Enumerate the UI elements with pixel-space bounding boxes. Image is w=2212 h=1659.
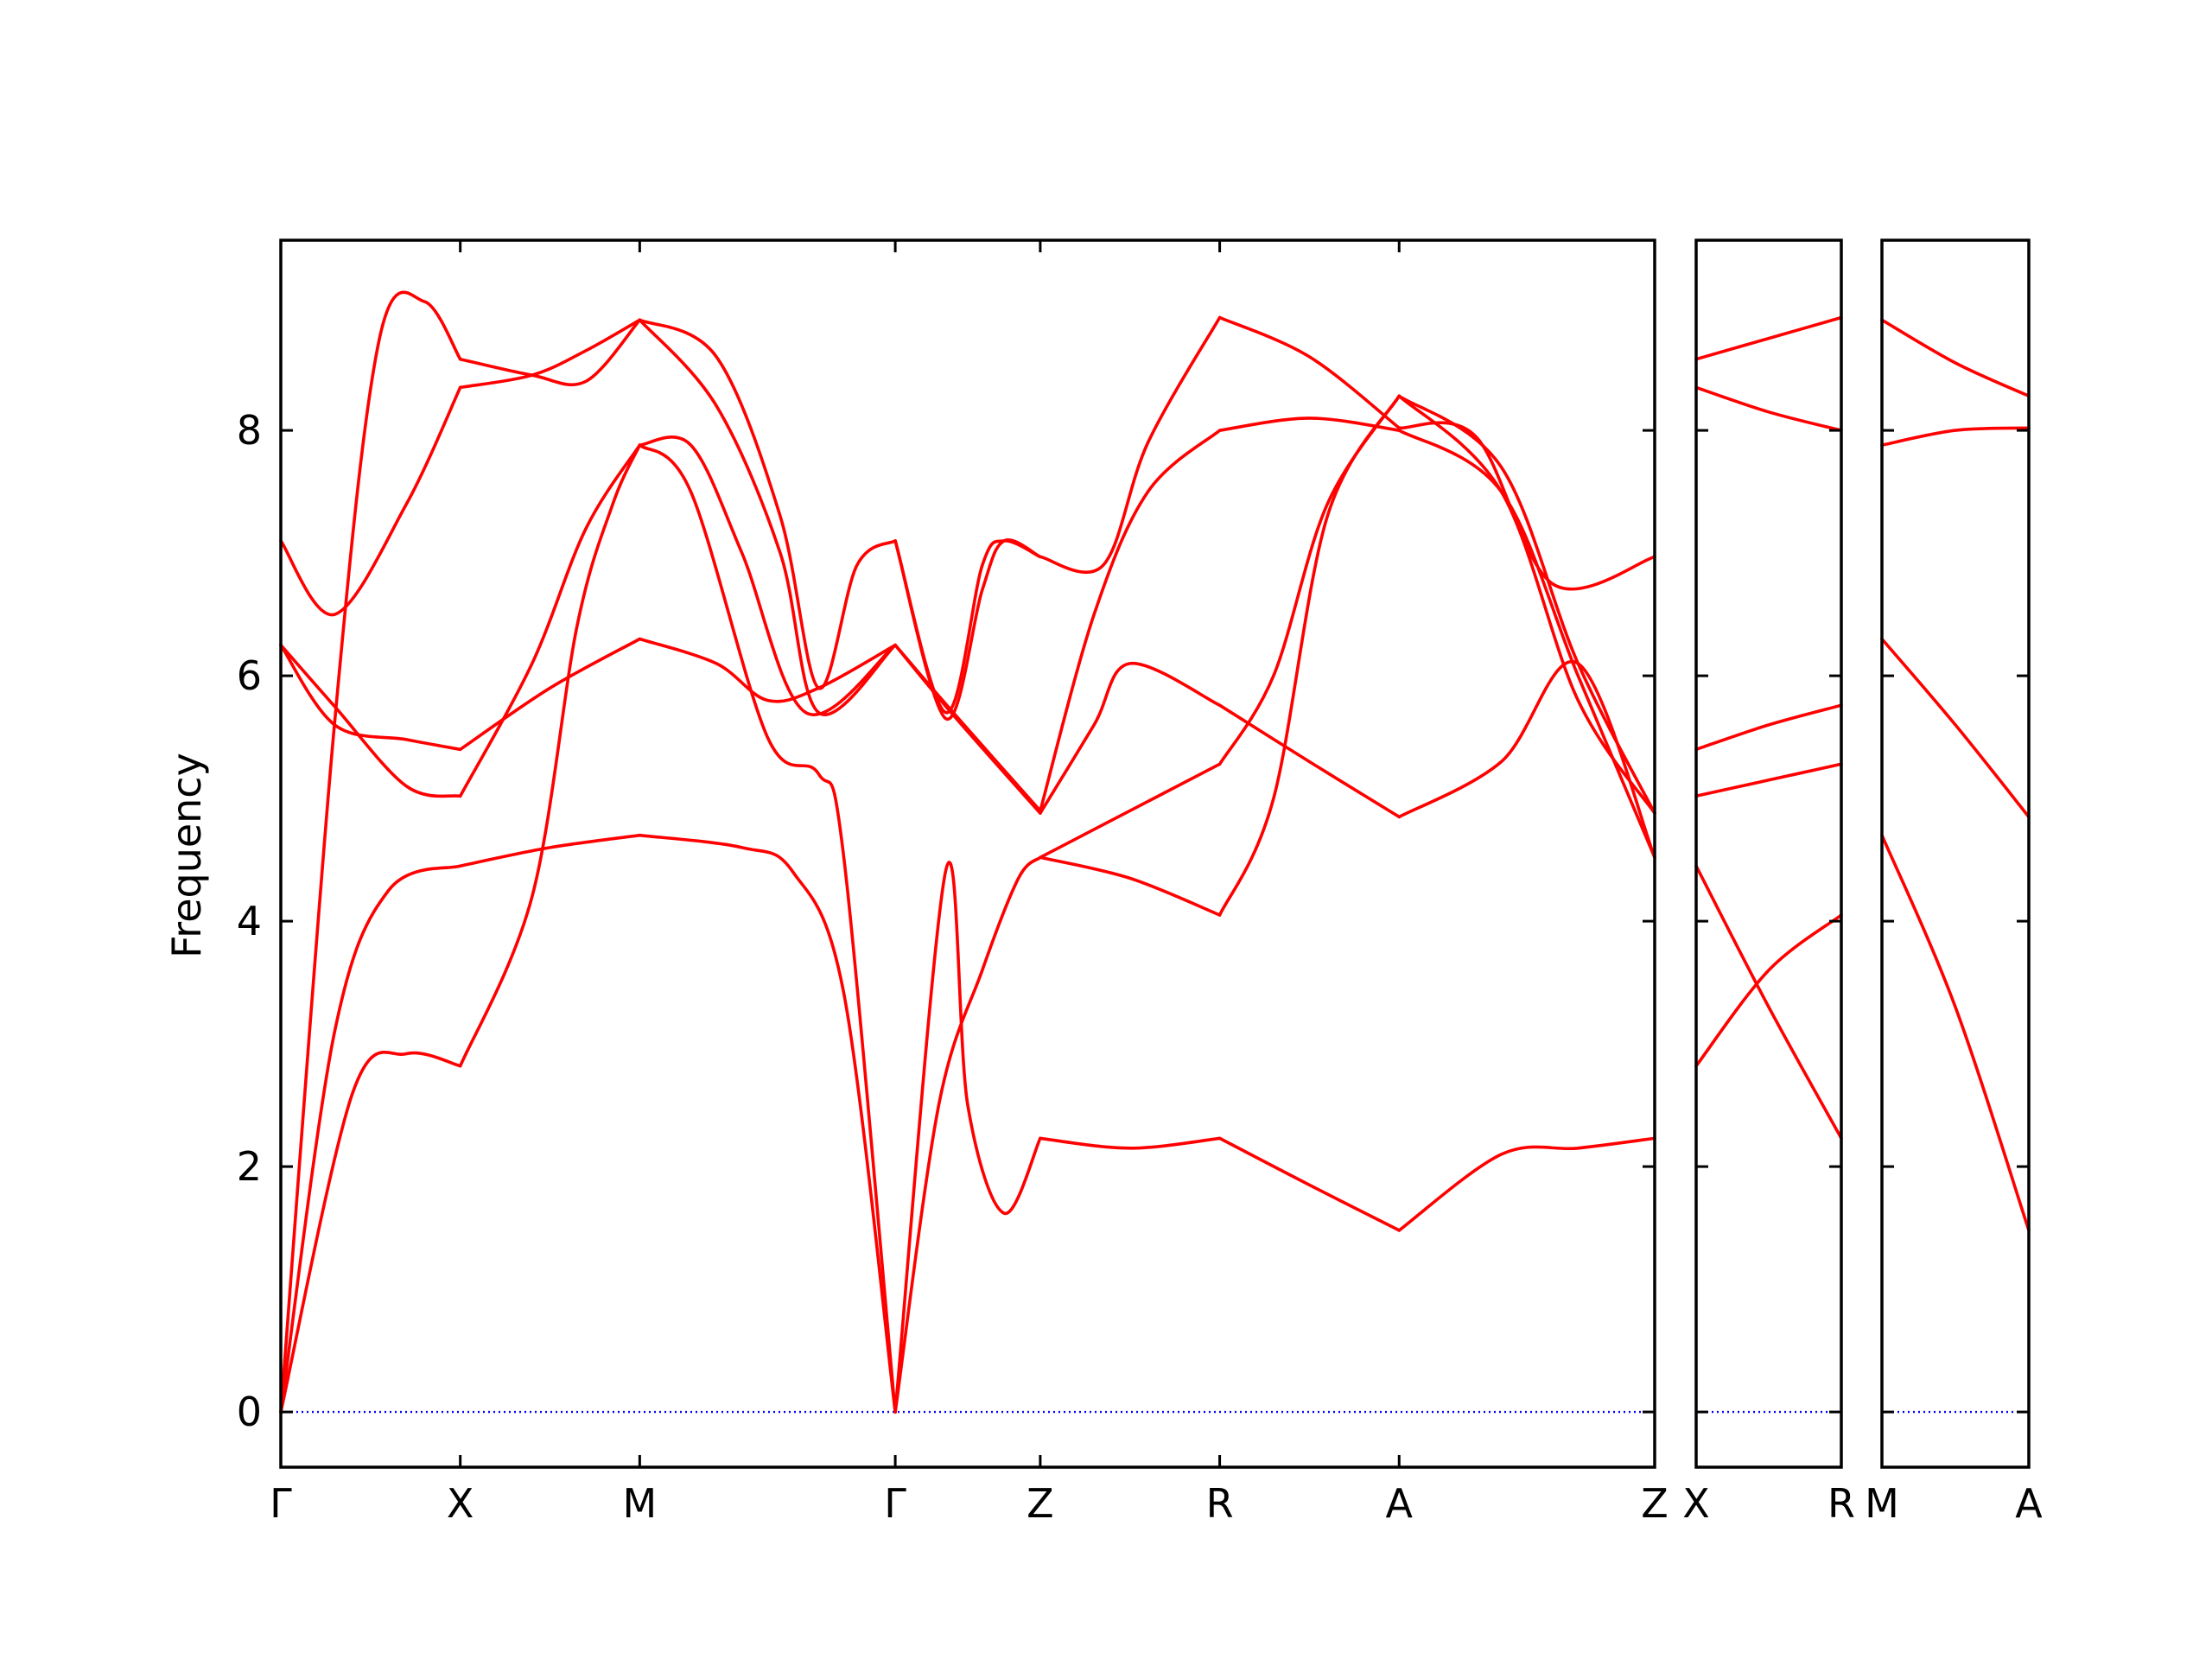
band-X-R-3	[1694, 762, 1843, 798]
y-axis-label: Frequency	[163, 753, 210, 958]
band-A-Z-1	[1397, 1136, 1656, 1232]
band-Z-R-4	[1039, 662, 1222, 815]
band-A-Z-3	[1397, 429, 1656, 860]
band-X-R-6	[1694, 315, 1843, 361]
band-R-A-3	[1217, 394, 1402, 766]
y-tick-label: 2	[237, 1143, 262, 1190]
band-M-Γ-2	[638, 637, 897, 703]
x-tick-label: A	[2015, 1480, 2043, 1527]
band-R-A-1	[1217, 1136, 1402, 1232]
band-Γ-Z-2	[893, 861, 1042, 1414]
plot-frame	[1880, 238, 2031, 1469]
band-M-Γ-3	[638, 443, 897, 1414]
x-tick-label: Z	[1641, 1480, 1669, 1527]
band-M-A-3	[1880, 426, 2031, 447]
band-M-A-2	[1880, 637, 2031, 819]
band-A-Z-5	[1397, 394, 1656, 815]
plot-frame	[279, 238, 1656, 1469]
x-tick-label: R	[1206, 1480, 1234, 1527]
band-R-A-5	[1217, 416, 1402, 432]
band-A-Z-4	[1397, 394, 1656, 815]
band-M-Γ-1	[638, 833, 897, 1414]
panel-1: 0 2 4 6 8 Γ X M Γ Z R A Z	[237, 238, 1669, 1527]
x-tick-label: Z	[1027, 1480, 1054, 1527]
band-X-M-3	[458, 443, 642, 798]
band-M-Γ-5	[638, 318, 897, 716]
band-X-M-6	[458, 318, 642, 386]
band-X-R-4	[1694, 703, 1843, 752]
band-Z-R-1	[1039, 1136, 1222, 1150]
band-X-R-2	[1694, 864, 1843, 1141]
band-M-Γ-6	[638, 318, 897, 690]
x-tick-label: R	[1827, 1480, 1855, 1527]
y-tick-label: 0	[237, 1389, 262, 1435]
x-tick-label: M	[1865, 1480, 1899, 1527]
y-tick-label: 6	[237, 652, 262, 699]
band-X-M-5	[458, 318, 642, 390]
x-tick-label: Γ	[884, 1480, 906, 1527]
band-X-M-4	[458, 637, 642, 752]
band-Γ-Z-6	[893, 537, 1042, 721]
band-Γ-X-3	[279, 290, 462, 1414]
plot-frame	[1694, 238, 1843, 1469]
band-M-Γ-4	[638, 435, 897, 716]
band-A-Z-2	[1397, 659, 1656, 860]
band-X-R-1	[1694, 913, 1843, 1068]
y-tick-label: 8	[237, 407, 262, 454]
band-Γ-X-1	[279, 1051, 462, 1414]
x-tick-label: A	[1386, 1480, 1414, 1527]
band-R-A-6	[1217, 315, 1402, 430]
band-Γ-X-5	[279, 643, 462, 752]
band-Γ-Z-1	[893, 855, 1042, 1414]
band-M-A-1	[1880, 833, 2031, 1232]
y-tick-label: 4	[237, 898, 262, 944]
band-M-A-4	[1880, 318, 2031, 398]
band-Γ-X-6	[279, 385, 462, 616]
band-X-R-5	[1694, 385, 1843, 432]
band-Γ-X-4	[279, 643, 462, 798]
band-Z-R-6	[1039, 315, 1222, 574]
band-A-Z-6	[1397, 421, 1656, 591]
band-R-A-4	[1217, 703, 1402, 819]
x-tick-label: M	[623, 1480, 658, 1527]
x-tick-label: X	[1682, 1480, 1710, 1527]
band-X-M-1	[458, 443, 642, 1068]
band-Z-R-3	[1039, 762, 1222, 860]
band-Z-R-2	[1039, 855, 1222, 917]
band-Z-R-5	[1039, 429, 1222, 813]
x-tick-label: X	[447, 1480, 474, 1527]
band-X-M-2	[458, 833, 642, 868]
band-R-A-2	[1217, 394, 1402, 917]
band-Γ-X-2	[279, 864, 462, 1414]
x-tick-label: Γ	[270, 1480, 292, 1527]
